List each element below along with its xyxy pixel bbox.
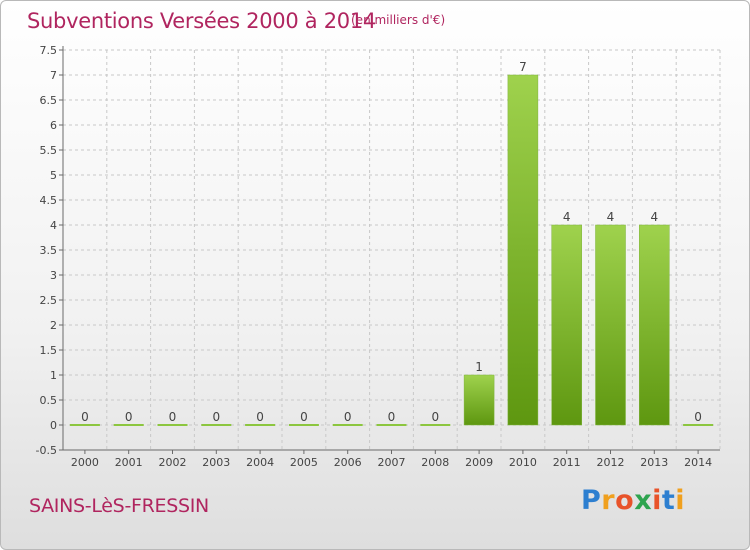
proxiti-logo: Proxiti [581, 485, 685, 516]
x-tick-label: 2005 [290, 456, 318, 469]
logo-letter: t [661, 485, 676, 516]
bar [683, 424, 714, 426]
bar [113, 424, 144, 426]
bar-value-label: 0 [256, 410, 264, 424]
logo-letter: i [652, 485, 662, 516]
labels: 0 2000 0 2001 0 2002 0 2003 0 2004 0 2005 0 2006 0 2007… [71, 60, 712, 469]
y-tick-label: -0.5 [36, 444, 57, 457]
y-tick-label: 4 [50, 219, 57, 232]
bar [463, 374, 495, 426]
chart-unit-note: (en milliers d'€) [351, 13, 446, 27]
x-tick-label: 2012 [597, 456, 625, 469]
bar [639, 224, 670, 426]
chart-title: Subventions Versées 2000 à 2014 [27, 9, 376, 33]
y-tick-label: 1.5 [40, 344, 58, 357]
bars [69, 74, 714, 426]
bar [332, 424, 363, 426]
bar-value-label: 1 [475, 360, 483, 374]
logo-letter: r [601, 485, 616, 516]
y-tick-label: 5 [50, 169, 57, 182]
y-tick-label: 2.5 [40, 294, 58, 307]
bar-value-label: 0 [694, 410, 702, 424]
bar-value-label: 7 [519, 60, 527, 74]
bar-value-label: 0 [388, 410, 396, 424]
bar-value-label: 0 [81, 410, 89, 424]
bar [507, 74, 539, 426]
bar [420, 424, 451, 426]
x-tick-label: 2004 [246, 456, 274, 469]
axes: -0.5 0 0.5 1 1.5 2 2.5 3 3.5 4 4.5 5 5.5 6 6.5 7 7.5 [36, 44, 720, 457]
x-tick-label: 2010 [509, 456, 537, 469]
bar [245, 424, 276, 426]
x-tick-label: 2009 [465, 456, 493, 469]
bar [157, 424, 188, 426]
bar [595, 224, 626, 426]
logo-letter: x [634, 485, 653, 516]
x-tick-label: 2013 [640, 456, 668, 469]
y-tick-label: 3 [50, 269, 57, 282]
y-tick-label: 0.5 [40, 394, 58, 407]
x-tick-label: 2003 [202, 456, 230, 469]
bar-value-label: 4 [650, 210, 658, 224]
x-tick-label: 2006 [334, 456, 362, 469]
bar-value-label: 4 [563, 210, 571, 224]
x-tick-label: 2002 [159, 456, 187, 469]
bar-value-label: 0 [125, 410, 133, 424]
y-tick-label: 3.5 [40, 244, 58, 257]
logo-letter: i [675, 485, 686, 516]
bar-value-label: 0 [431, 410, 439, 424]
y-tick-label: 7.5 [40, 44, 58, 57]
bar [376, 424, 407, 426]
y-tick-label: 6 [50, 119, 57, 132]
bar-value-label: 0 [212, 410, 220, 424]
bar-value-label: 0 [300, 410, 308, 424]
x-tick-label: 2007 [378, 456, 406, 469]
y-tick-label: 4.5 [40, 194, 58, 207]
y-tick-label: 6.5 [40, 94, 58, 107]
bar-value-label: 4 [607, 210, 615, 224]
x-tick-label: 2001 [115, 456, 143, 469]
bar-value-label: 0 [344, 410, 352, 424]
y-tick-label: 7 [50, 69, 57, 82]
commune-name: SAINS-LèS-FRESSIN [29, 495, 209, 517]
bar-value-label: 0 [169, 410, 177, 424]
y-tick-label: 1 [50, 369, 57, 382]
x-tick-label: 2008 [421, 456, 449, 469]
logo-letter: P [581, 485, 602, 516]
y-tick-label: 0 [50, 419, 57, 432]
x-tick-label: 2011 [553, 456, 581, 469]
bar [551, 224, 582, 426]
bar [288, 424, 319, 426]
x-tick-label: 2014 [684, 456, 712, 469]
bar [69, 424, 100, 426]
bar [201, 424, 232, 426]
x-tick-label: 2000 [71, 456, 99, 469]
y-tick-label: 2 [50, 319, 57, 332]
y-tick-label: 5.5 [40, 144, 58, 157]
logo-letter: o [615, 485, 635, 516]
